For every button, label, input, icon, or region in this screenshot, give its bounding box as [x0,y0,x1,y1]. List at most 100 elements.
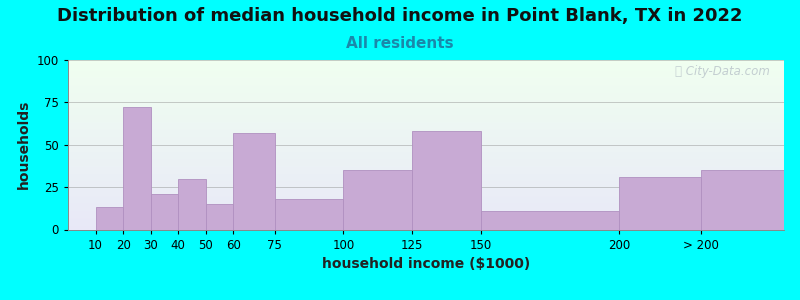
Bar [68,102,784,103]
Bar [68,156,784,157]
Bar [343,170,412,230]
Bar [68,213,784,214]
Bar [68,69,784,70]
Bar [68,154,784,155]
Bar [68,180,784,181]
Bar [68,64,784,65]
Bar [68,66,784,67]
Bar [68,86,784,87]
Bar [68,65,784,66]
Bar [68,140,784,141]
Bar [68,125,784,126]
Bar [68,99,784,100]
Bar [68,88,784,89]
Bar [68,141,784,142]
Bar [68,127,784,128]
Bar [68,101,784,102]
Bar [68,159,784,160]
Bar [68,174,784,175]
Bar [68,85,784,86]
Bar [68,132,784,133]
Bar [68,217,784,218]
Bar [178,178,206,230]
Bar [68,60,784,61]
Text: ⓘ City-Data.com: ⓘ City-Data.com [675,65,770,78]
Bar [68,103,784,104]
Bar [68,75,784,76]
Bar [68,93,784,94]
Bar [68,137,784,138]
Bar [68,179,784,180]
Bar [68,142,784,143]
Bar [68,146,784,147]
Bar [68,74,784,75]
Bar [68,82,784,83]
Bar [68,92,784,93]
Bar [68,202,784,203]
Bar [68,224,784,225]
Bar [68,202,784,203]
Bar [68,138,784,139]
Bar [68,144,784,145]
Bar [702,170,784,230]
Bar [68,188,784,189]
Bar [68,207,784,208]
Bar [68,183,784,184]
Bar [68,190,784,191]
Bar [68,176,784,177]
Bar [68,97,784,98]
Bar [68,100,784,101]
Bar [68,200,784,201]
Bar [68,139,784,140]
Bar [68,63,784,64]
Bar [68,81,784,82]
Text: All residents: All residents [346,36,454,51]
Bar [68,83,784,84]
Bar [274,199,343,230]
Bar [68,155,784,156]
Bar [68,185,784,186]
Text: Distribution of median household income in Point Blank, TX in 2022: Distribution of median household income … [58,8,742,26]
Bar [68,195,784,196]
Bar [234,133,274,230]
Bar [68,150,784,151]
Bar [68,135,784,136]
Bar [68,165,784,166]
Bar [68,205,784,206]
Bar [68,181,784,182]
Bar [68,211,784,212]
Bar [68,178,784,179]
Bar [68,221,784,222]
Bar [68,62,784,63]
Bar [68,85,784,86]
Bar [68,87,784,88]
Bar [68,105,784,106]
Bar [68,151,784,152]
Y-axis label: households: households [17,100,31,189]
Bar [68,111,784,112]
Bar [68,119,784,120]
Bar [68,226,784,227]
Bar [68,72,784,73]
Bar [68,61,784,62]
Bar [123,107,150,230]
Bar [68,198,784,199]
Bar [68,136,784,137]
Bar [68,104,784,105]
Bar [68,227,784,228]
Bar [68,80,784,81]
Bar [68,218,784,219]
Bar [68,160,784,161]
Bar [68,152,784,153]
Bar [206,204,234,230]
Bar [68,161,784,162]
Bar [68,184,784,185]
Bar [68,173,784,174]
Bar [68,110,784,111]
Bar [68,124,784,125]
Bar [68,192,784,193]
Bar [68,186,784,187]
Bar [68,91,784,92]
Bar [68,131,784,132]
Bar [68,118,784,119]
